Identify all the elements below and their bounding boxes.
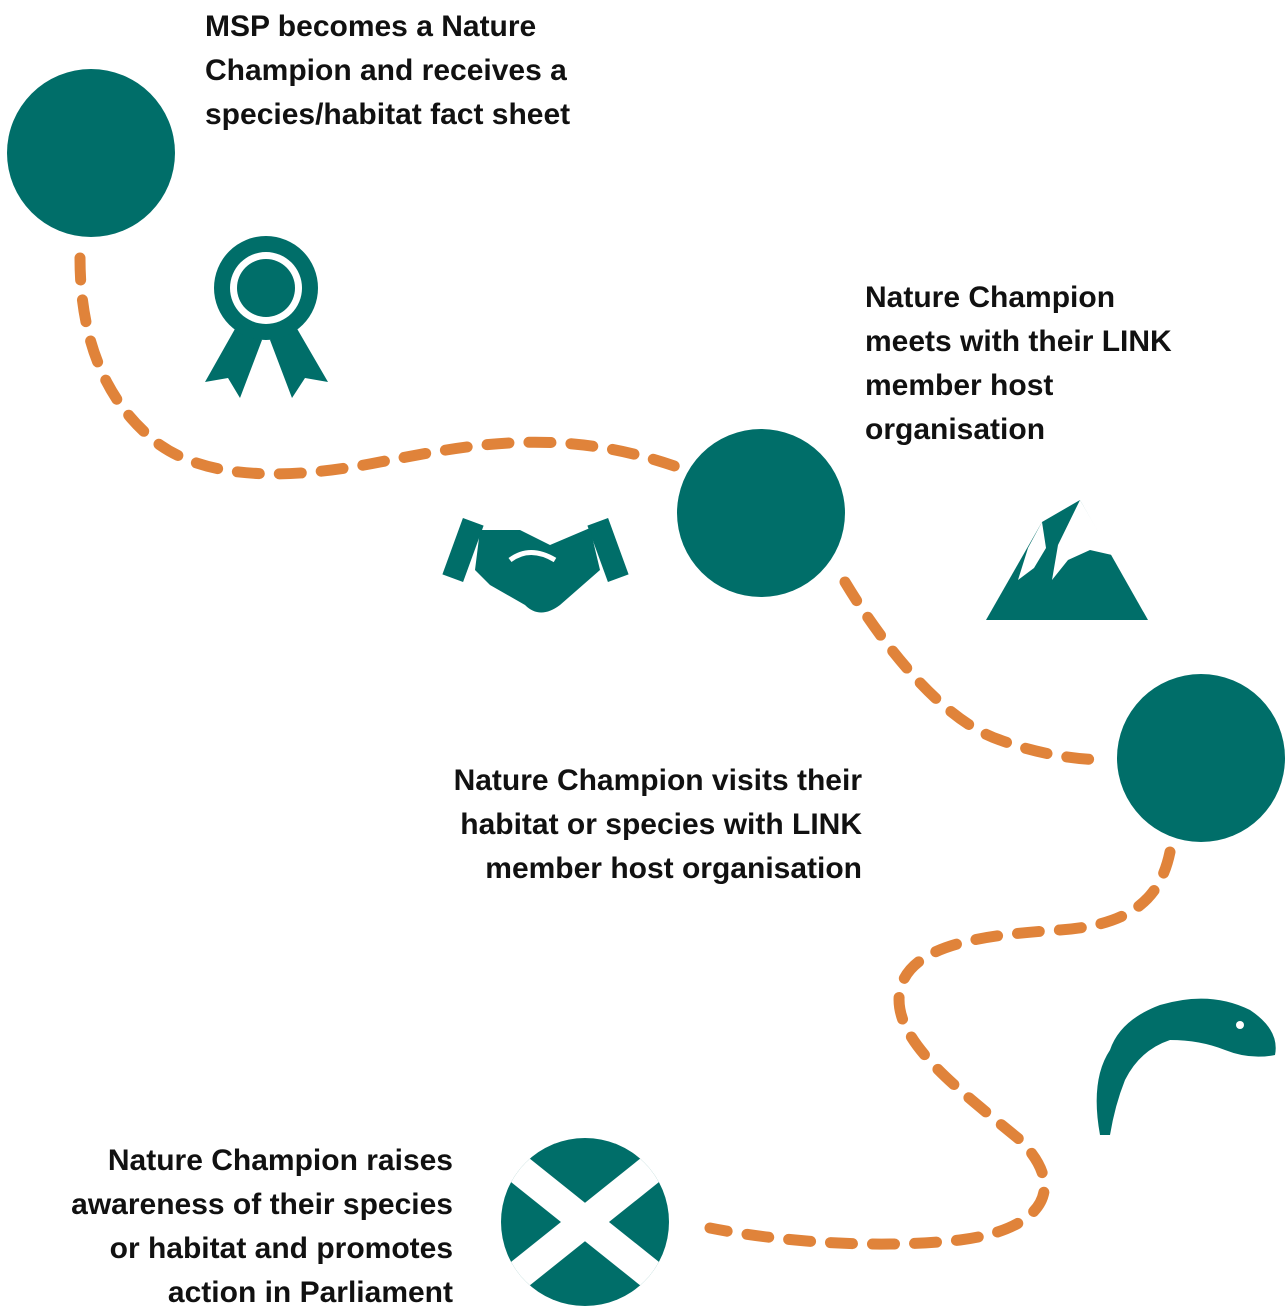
step-circle [1117,674,1285,842]
scotland-flag [495,1138,675,1306]
step-text: or habitat and promotes [110,1232,453,1265]
step-circle [7,69,175,237]
step-text: action in Parliament [168,1276,453,1309]
step-text: meets with their LINK [865,325,1172,358]
step-text: member host organisation [485,852,862,885]
step-text: Nature Champion visits their [454,764,863,797]
dashed-path [710,852,1170,1244]
step-text: Nature Champion raises [108,1144,453,1177]
step-text: organisation [865,413,1045,446]
step-text: Nature Champion [865,281,1115,314]
mountain-icon [986,500,1148,620]
step-text: member host [865,369,1053,402]
step-circle [677,429,845,597]
step-text: Champion and receives a [205,54,567,87]
handshake-icon [442,518,628,612]
step-text: MSP becomes a Nature [205,10,536,43]
step-text: habitat or species with LINK [460,808,862,841]
dashed-path [80,258,680,474]
fish-icon [1097,999,1276,1135]
rosette-icon [205,236,328,398]
journey-diagram: MSP becomes a Nature Champion and receive… [0,0,1287,1315]
step-text: species/habitat fact sheet [205,98,570,131]
step-text: awareness of their species [71,1188,453,1221]
